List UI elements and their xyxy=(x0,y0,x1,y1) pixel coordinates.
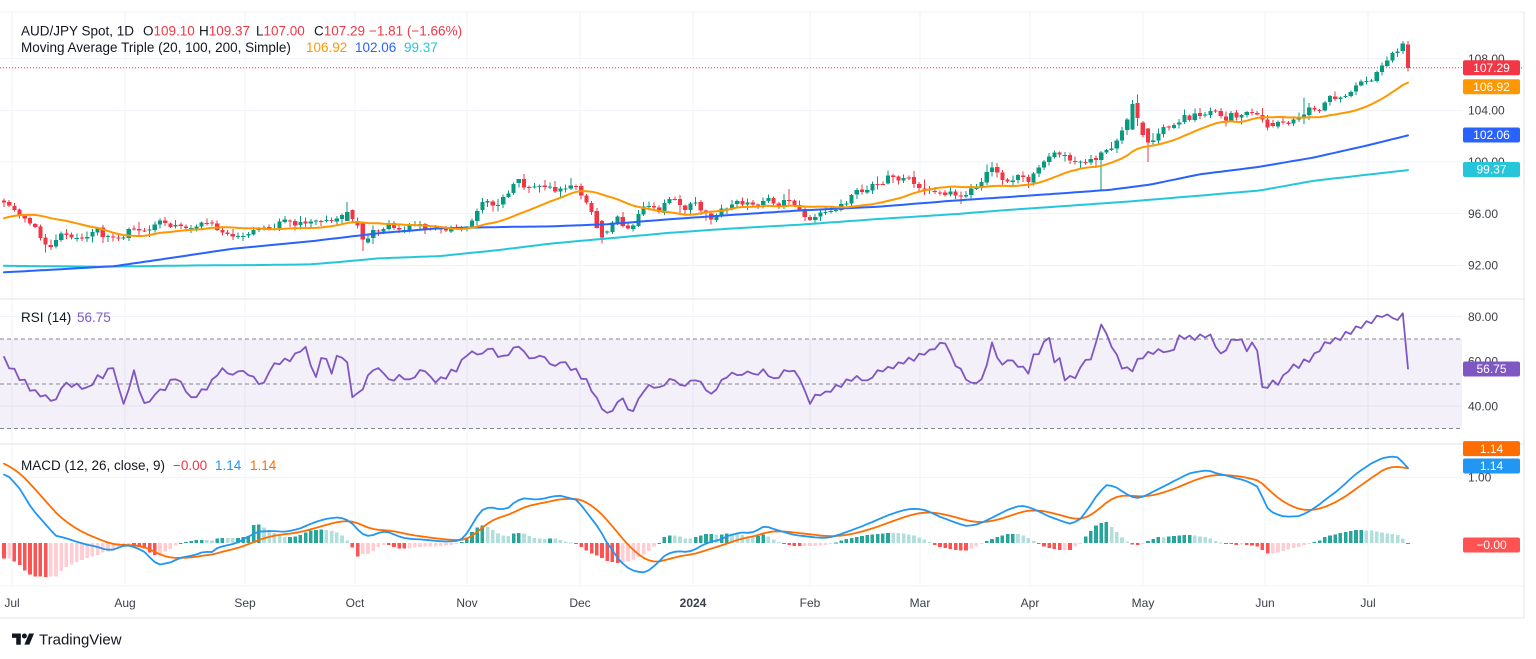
svg-text:2024: 2024 xyxy=(680,596,707,610)
svg-text:Jul: Jul xyxy=(1360,596,1375,610)
svg-text:Moving Average Triple (20, 100: Moving Average Triple (20, 100, 200, Sim… xyxy=(21,40,438,55)
svg-text:1.00: 1.00 xyxy=(1468,471,1492,485)
svg-text:1.14: 1.14 xyxy=(1480,442,1504,456)
svg-text:99.37: 99.37 xyxy=(1476,163,1506,177)
svg-text:Sep: Sep xyxy=(234,596,256,610)
svg-text:106.92: 106.92 xyxy=(1473,80,1510,94)
svg-text:Feb: Feb xyxy=(800,596,821,610)
svg-text:96.00: 96.00 xyxy=(1468,207,1498,221)
svg-text:MACD (12, 26, close, 9)−0.001.: MACD (12, 26, close, 9) −0.00 1.14 1.14 xyxy=(21,458,277,473)
svg-text:80.00: 80.00 xyxy=(1468,310,1498,324)
svg-text:104.00: 104.00 xyxy=(1468,104,1505,118)
svg-text:102.06: 102.06 xyxy=(1473,128,1510,142)
svg-text:TradingView: TradingView xyxy=(39,632,122,649)
svg-text:May: May xyxy=(1132,596,1155,610)
svg-text:−0.00: −0.00 xyxy=(1476,538,1507,552)
svg-text:92.00: 92.00 xyxy=(1468,259,1498,273)
svg-text:Jul: Jul xyxy=(4,596,19,610)
svg-text:RSI (14)56.75: RSI (14) 56.75 xyxy=(21,310,111,325)
svg-text:Dec: Dec xyxy=(569,596,590,610)
svg-text:1.14: 1.14 xyxy=(1480,459,1504,473)
svg-text:Mar: Mar xyxy=(910,596,931,610)
svg-text:Nov: Nov xyxy=(456,596,477,610)
svg-text:Jun: Jun xyxy=(1255,596,1274,610)
svg-text:107.29: 107.29 xyxy=(1473,61,1510,75)
svg-text:Aug: Aug xyxy=(114,596,135,610)
svg-text:40.00: 40.00 xyxy=(1468,399,1498,413)
svg-text:Apr: Apr xyxy=(1021,596,1040,610)
svg-text:Oct: Oct xyxy=(346,596,365,610)
svg-text:56.75: 56.75 xyxy=(1476,362,1506,376)
